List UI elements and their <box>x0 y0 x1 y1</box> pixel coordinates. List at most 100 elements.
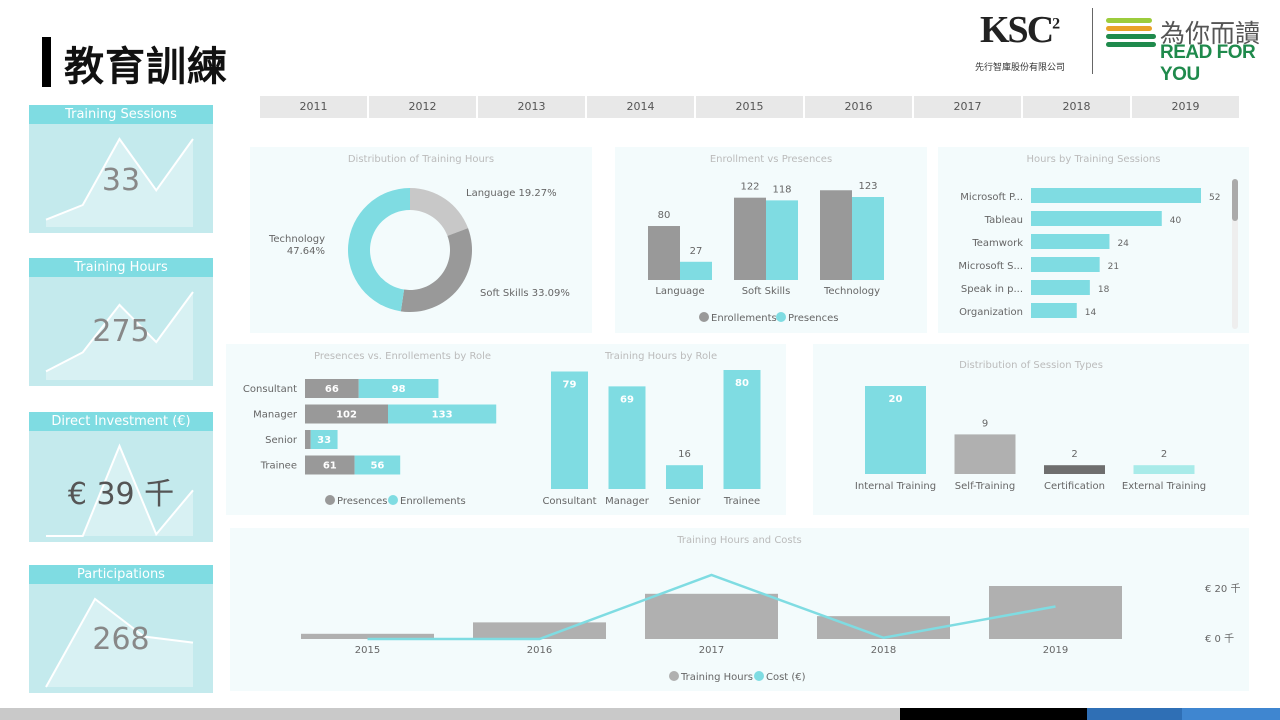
line-cost <box>367 573 1056 641</box>
kpi-sparkline <box>45 137 194 227</box>
legend-label: Cost (€) <box>766 672 806 683</box>
category-label: Microsoft P... <box>960 192 1023 203</box>
kpi-direct-investment: Direct Investment (€) € 39 千 <box>29 412 213 542</box>
category-label: Consultant <box>243 384 297 395</box>
data-label: 20 <box>889 394 903 405</box>
kpi-training-hours: Training Hours 275 <box>29 258 213 386</box>
kpi-value: 33 <box>101 163 141 198</box>
category-label: Organization <box>959 307 1023 318</box>
logo-divider <box>1092 8 1093 74</box>
year-button-2011[interactable]: 2011 <box>260 96 367 118</box>
slice-label: Language 19.27% <box>466 188 557 199</box>
data-label: 69 <box>620 394 634 405</box>
bar <box>1031 211 1162 226</box>
kpi-label: Direct Investment (€) <box>29 412 213 431</box>
bar <box>666 465 703 489</box>
category-label: Senior <box>669 496 702 507</box>
chart-title: Distribution of Session Types <box>959 360 1103 371</box>
category-label: Self-Training <box>955 481 1015 492</box>
panel-hours-and-costs: Training Hours and Costs 2015 2016 2017 201… <box>230 528 1249 691</box>
legend-label: Training Hours <box>680 672 753 683</box>
bar-presences <box>680 261 712 280</box>
kpi-participations: Participations 268 <box>29 565 213 693</box>
slice-label: Technology <box>268 234 325 245</box>
bar-presences <box>766 200 798 280</box>
slice-label: Soft Skills 33.09% <box>480 288 570 299</box>
data-label: 18 <box>1098 285 1110 295</box>
chart-title: Enrollment vs Presences <box>709 154 833 165</box>
bar <box>1031 257 1100 272</box>
legend-dot-training-hours <box>669 671 679 681</box>
year-button-2015[interactable]: 2015 <box>696 96 803 118</box>
data-label: 79 <box>563 379 577 390</box>
scrollbar-track[interactable] <box>1232 179 1238 329</box>
data-label: 80 <box>735 378 749 389</box>
read-for-you-cn: 為你而讀 <box>1160 19 1261 48</box>
data-label: 9 <box>982 418 988 429</box>
year-button-2014[interactable]: 2014 <box>587 96 694 118</box>
data-label: 24 <box>1117 239 1129 249</box>
bar-training-hours <box>301 633 434 639</box>
category-label: Language <box>655 286 704 297</box>
category-label: Senior <box>265 435 298 446</box>
bar <box>551 371 588 489</box>
data-label: 80 <box>658 210 671 221</box>
scrollbar-thumb[interactable] <box>1232 179 1238 221</box>
sparkline-line <box>45 137 194 221</box>
bar-enrollements <box>358 379 439 398</box>
sparkline-line <box>45 597 194 688</box>
kpi-sparkline <box>45 291 194 380</box>
donut-slice-soft-skills <box>400 228 472 312</box>
data-label: 123 <box>858 181 877 192</box>
bar-training-hours <box>989 586 1122 639</box>
kpi-value: 275 <box>92 314 150 349</box>
footer-stripe-blue <box>1087 708 1182 720</box>
kpi-label: Participations <box>29 565 213 584</box>
bar <box>608 386 646 489</box>
axis-tick: € 20 千 <box>1205 583 1240 595</box>
panel-hours-by-sessions: Hours by Training Sessions Microsoft P..… <box>938 147 1249 333</box>
bar <box>723 370 761 489</box>
data-label: 61 <box>323 461 337 472</box>
legend-label: Enrollements <box>400 496 466 507</box>
bar-presences <box>305 404 388 424</box>
legend-dot-enrollements <box>699 312 709 322</box>
year-button-2019[interactable]: 2019 <box>1132 96 1239 118</box>
ksc-company-name: 先行智庫股份有限公司 <box>975 63 1066 73</box>
footer-stripe-blue-light <box>1182 708 1280 720</box>
data-label: 21 <box>1108 262 1119 272</box>
kpi-sparkline <box>46 443 194 537</box>
kpi-value: 268 <box>92 622 150 657</box>
legend-label: Presences <box>337 496 387 507</box>
title-accent-bar <box>42 37 51 87</box>
donut-slice-language <box>410 188 469 236</box>
bar-enrollements <box>310 430 338 449</box>
year-slicer: 2011 2012 2013 2014 2015 2016 2017 2018 … <box>260 96 1239 118</box>
legend-dot-presences <box>325 495 335 505</box>
year-button-2013[interactable]: 2013 <box>478 96 585 118</box>
year-button-2012[interactable]: 2012 <box>369 96 476 118</box>
year-button-2016[interactable]: 2016 <box>805 96 912 118</box>
category-label: Trainee <box>723 496 760 507</box>
read-for-you-en: READ FOR YOU <box>1160 42 1256 85</box>
data-label: 2 <box>1161 449 1167 460</box>
panel-distribution-training-hours: Distribution of Training Hours Language … <box>250 147 592 333</box>
category-label: Microsoft S... <box>958 261 1023 272</box>
year-button-2017[interactable]: 2017 <box>914 96 1021 118</box>
data-label: 122 <box>740 182 759 193</box>
bar <box>1031 280 1090 295</box>
hours-sessions-chart: Microsoft P... 52 Tableau 40 Teamwork 24 Micro… <box>958 188 1220 318</box>
chart-title: Hours by Training Sessions <box>1026 154 1161 165</box>
sparkline-area <box>46 446 193 536</box>
bar <box>1031 188 1201 203</box>
slice-label: 47.64% <box>287 246 325 257</box>
data-label: 102 <box>336 410 357 421</box>
data-label: 98 <box>392 384 406 395</box>
year-button-2018[interactable]: 2018 <box>1023 96 1130 118</box>
data-label: 2 <box>1071 449 1077 460</box>
bar-presences <box>852 197 884 280</box>
category-label: 2018 <box>871 645 896 656</box>
donut-chart: Language 19.27% Soft Skills 33.09% Technol… <box>268 188 570 312</box>
category-label: Technology <box>823 286 880 297</box>
category-label: Trainee <box>260 461 297 472</box>
